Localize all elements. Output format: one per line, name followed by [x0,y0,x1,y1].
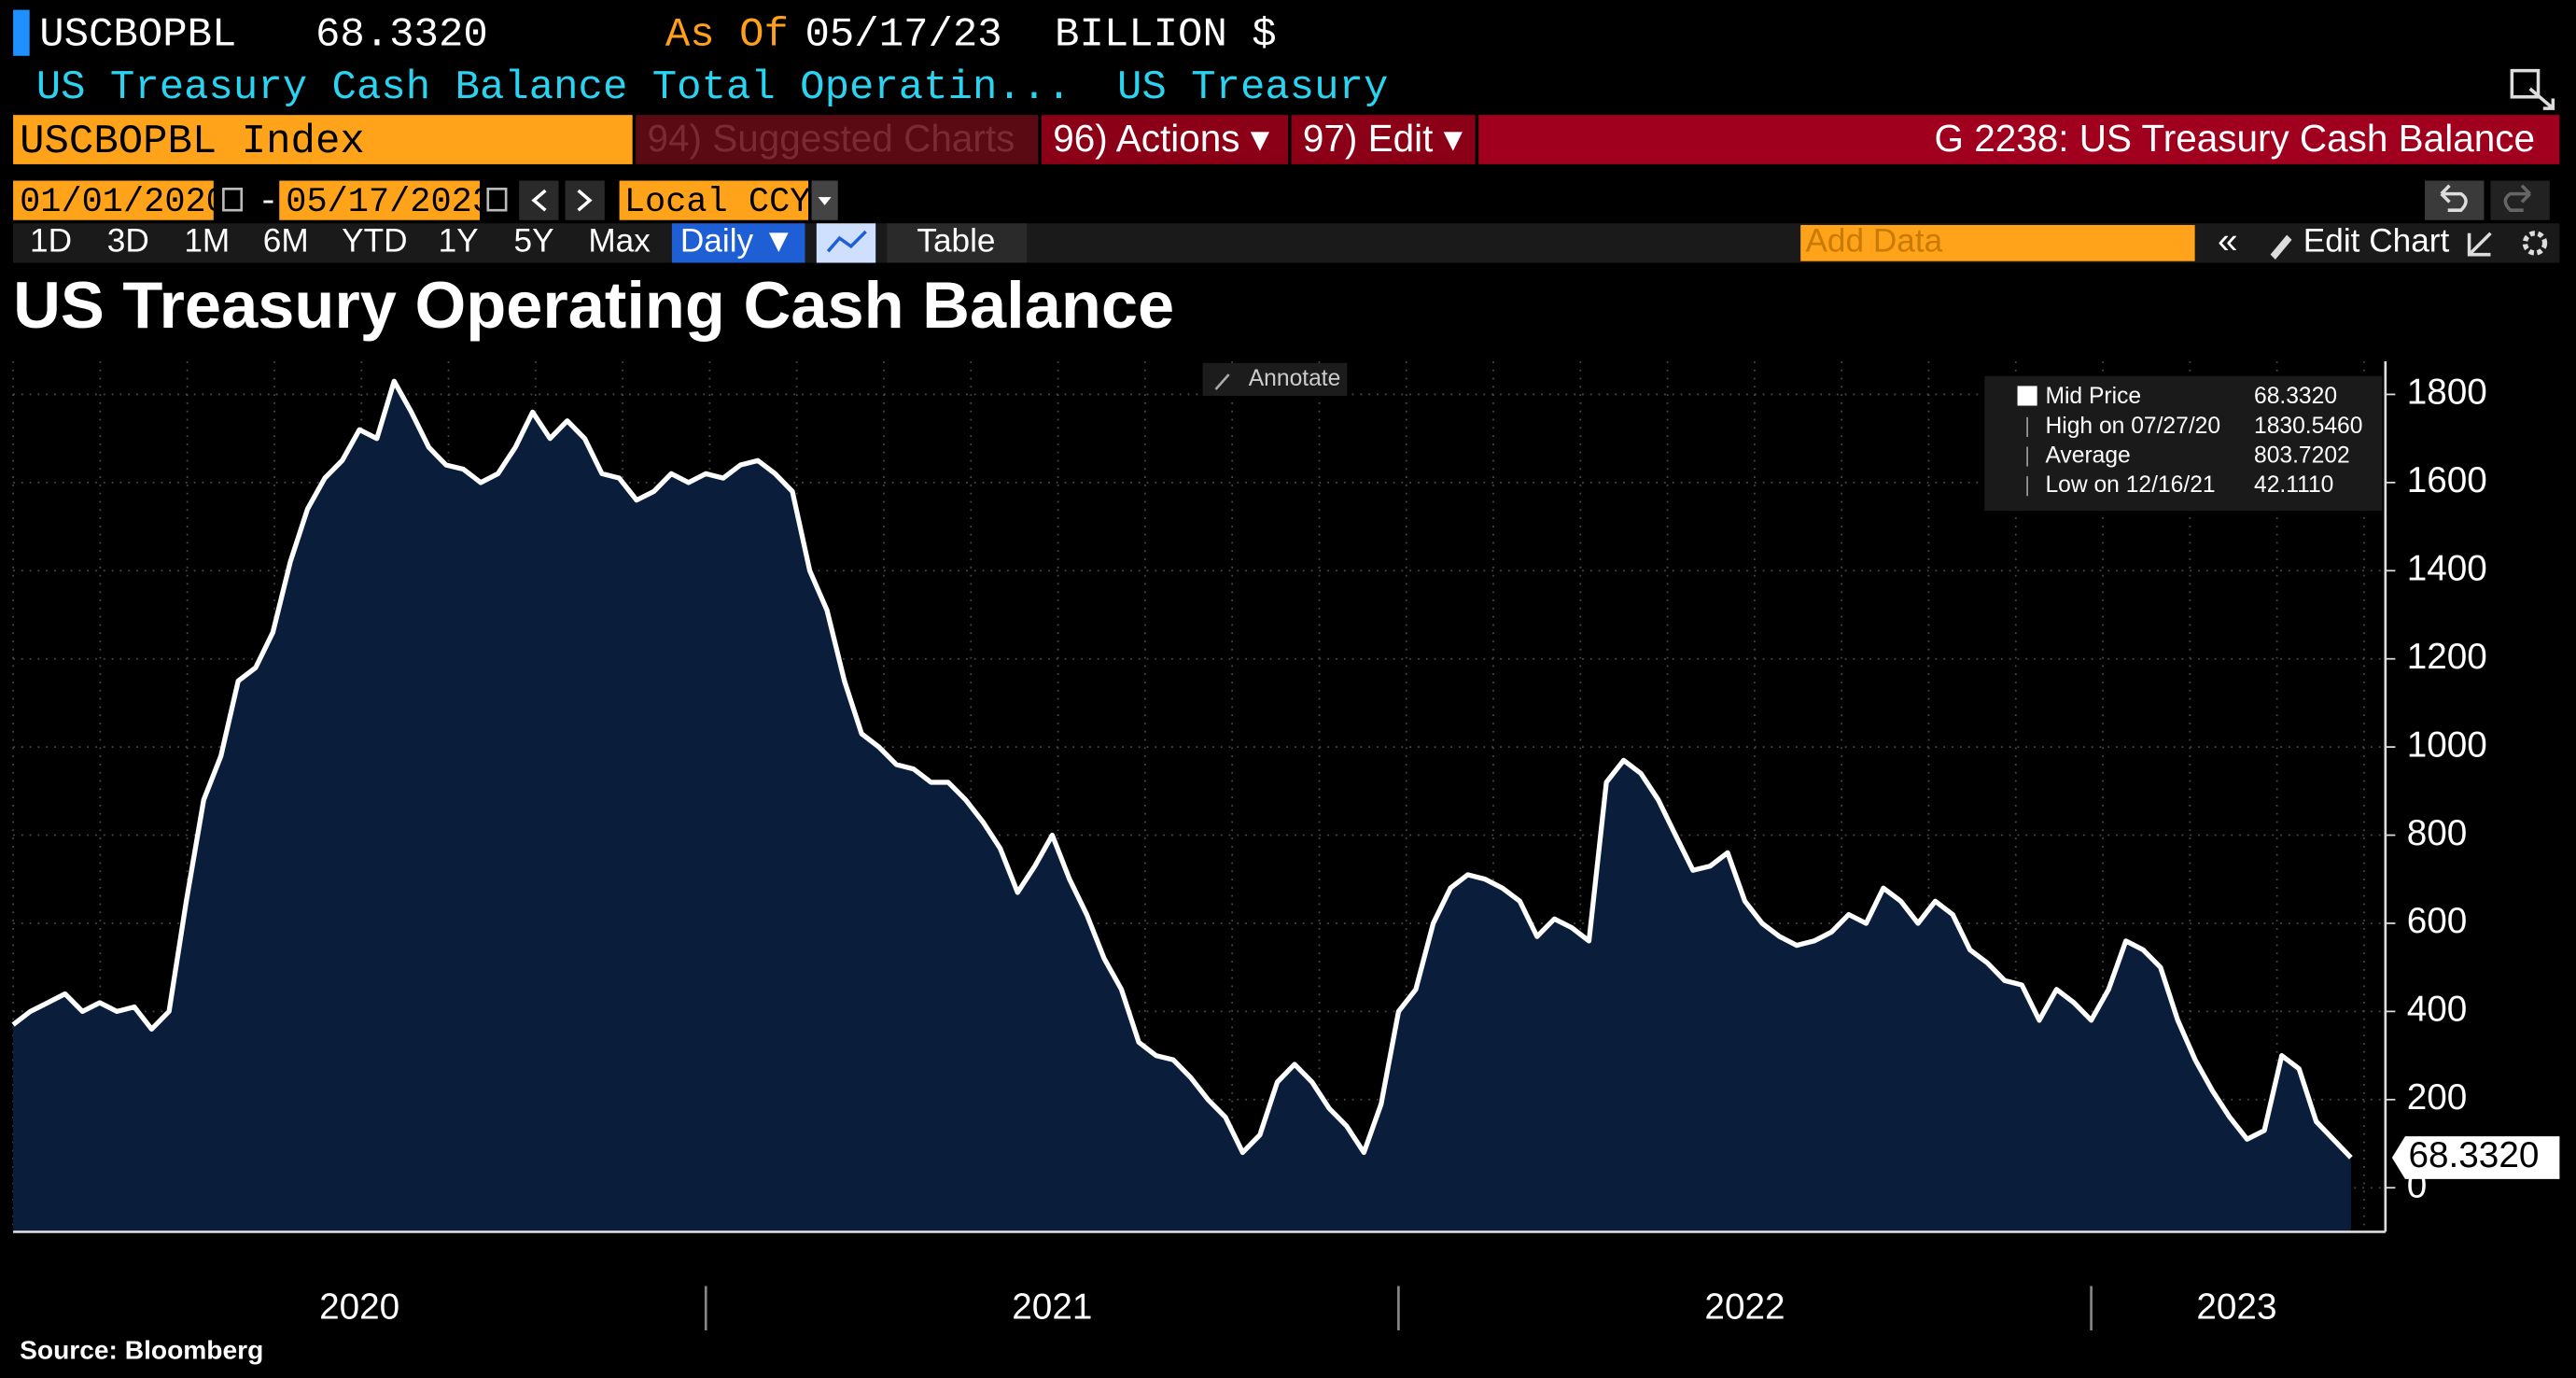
table-label: Table [917,223,995,260]
y-tick-label: 600 [2407,901,2468,941]
legend-label: Mid Price [2045,384,2141,409]
legend-value: 42.1110 [2254,472,2333,498]
pencil-icon [2270,234,2292,260]
currency-box[interactable] [619,180,809,220]
date-sep: - [258,183,278,222]
source: Source: Bloomberg [20,1335,263,1364]
security-box[interactable] [13,115,633,164]
menu-edit[interactable] [1291,115,1476,164]
settings-icon[interactable] [2522,231,2548,256]
undo-icon [2440,184,2468,212]
menu-actions[interactable] [1041,115,1288,164]
period-button[interactable]: 1Y [439,223,479,260]
annotate-icon [1214,373,1230,390]
undo-button[interactable] [2425,180,2485,220]
legend-value: 803.7202 [2254,443,2350,469]
y-tick-label: 1800 [2407,373,2487,413]
x-tick-label: 2022 [1704,1287,1785,1327]
description: US Treasury Cash Balance Total Operatin.… [36,64,1071,111]
start-date: 01/01/2020 [20,183,227,222]
edit-icon[interactable] [2467,232,2492,257]
x-tick-label: 2021 [1012,1287,1092,1327]
period-button[interactable]: 5Y [514,223,554,260]
collapse-icon[interactable]: « [2218,221,2238,261]
last-value-tag [2391,1136,2560,1179]
annotate-button[interactable] [1202,362,1348,396]
line [11,378,2353,1160]
y-tick-label: 400 [2407,990,2468,1030]
x-tick-label: 2020 [319,1287,399,1327]
legend-label: Average [2045,443,2130,469]
dropdown-arrow [818,197,832,205]
legend [1984,375,2383,512]
area [13,381,2351,1232]
redo-button[interactable] [2490,180,2550,220]
y-tick-label: 800 [2407,813,2468,853]
function: G 2238: US Treasury Cash Balance [1934,117,2535,160]
y-tick-label: 1000 [2407,724,2487,765]
menu-item: 96) Actions ▾ [1053,117,1269,160]
legend-value: 1830.5460 [2254,414,2362,439]
plot: 02004006008001000120014001600180068.3320… [11,361,2560,1330]
frequency: Daily ▼ [680,223,795,260]
edit-chart[interactable]: Edit Chart [2303,223,2450,260]
legend-swatch [2017,386,2037,406]
next-arrow [577,189,593,212]
end-date: 05/17/2023 [286,183,493,222]
source-name: US Treasury [1117,64,1388,111]
table-button[interactable] [887,223,1028,263]
period-button[interactable]: 1D [30,223,72,260]
menu-item: 97) Edit ▾ [1303,117,1463,160]
y-tick-label: 1400 [2407,549,2487,589]
units: BILLION $ [1055,12,1277,59]
period-button[interactable]: 1M [184,223,230,260]
calendar-icon[interactable] [222,187,244,212]
legend-label: High on 07/27/20 [2045,414,2220,439]
as-of-label: As Of [665,12,789,59]
period-button[interactable]: YTD [342,223,407,260]
annotate: Annotate [1249,366,1341,391]
period-buttons: 1D 3D 1M 6M YTD 1Y 5Y Max [30,223,651,260]
y-tick-label: 1200 [2407,637,2487,677]
prev-button[interactable] [519,180,559,220]
function-bar [1478,115,2560,164]
popout-icon[interactable] [2510,68,2555,110]
price: 68.3320 [315,12,488,59]
security: USCBOPBL Index [20,119,365,165]
menu-item: 94) Suggested Charts [648,117,1015,160]
redo-icon [2503,184,2531,212]
menu-suggested[interactable] [636,115,1039,164]
cursor [13,9,30,56]
ticker: USCBOPBL [39,12,236,59]
period-button[interactable]: 6M [263,223,309,260]
currency: Local CCY [624,183,811,222]
chart-type-icon [826,230,867,253]
period-button[interactable]: 3D [107,223,149,260]
legend-value: 68.3320 [2254,384,2337,409]
y-tick-label: 1600 [2407,460,2487,500]
last-value-label: 68.3320 [2408,1135,2539,1175]
x-tick-label: 2023 [2196,1287,2276,1327]
period-button[interactable]: Max [588,223,651,260]
as-of-date: 05/17/23 [805,12,1001,59]
frequency-box[interactable] [671,223,805,263]
calendar-icon[interactable] [486,187,508,212]
add-data-box[interactable] [1800,225,2195,261]
start-date-box[interactable] [13,180,214,220]
chart-title: US Treasury Operating Cash Balance [13,268,1174,342]
prev-arrow [531,189,547,212]
next-button[interactable] [565,180,605,220]
legend-stats: High on 07/27/20 1830.5460 Average 803.7202… [2026,414,2362,498]
y-tick-label: 200 [2407,1077,2468,1118]
end-date-box[interactable] [279,180,480,220]
add-data: Add Data [1805,223,1942,260]
legend-label: Low on 12/16/21 [2045,472,2215,498]
